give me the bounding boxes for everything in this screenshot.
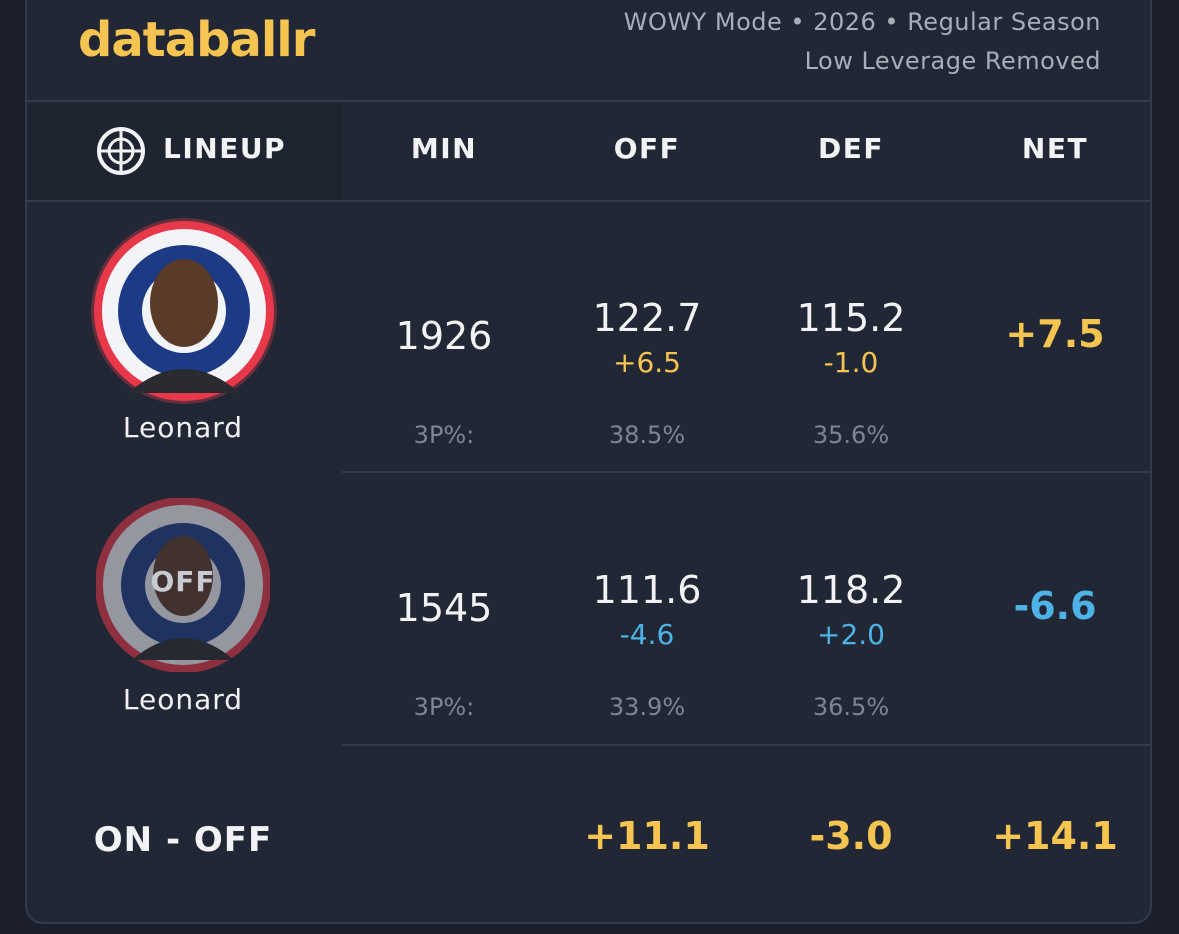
off-3p: 38.5% (608, 421, 686, 449)
divider (25, 200, 1152, 202)
def-rating: 118.2 (796, 568, 906, 612)
divider (342, 471, 1152, 473)
mode: WOWY Mode • 2026 • Regular Season (623, 8, 1101, 36)
def-rating: 115.2 (796, 296, 906, 340)
player-name: Leonard (122, 683, 244, 716)
three-label: 3P%: (413, 421, 475, 449)
def-3p: 36.5% (812, 693, 890, 721)
off-rating: 122.7 (592, 296, 702, 340)
column-header: NET (1021, 132, 1089, 165)
footer-off: +11.1 (584, 814, 710, 858)
minutes: 1926 (395, 314, 493, 358)
brand: databallr (78, 12, 315, 68)
divider (25, 100, 1152, 102)
column-header: OFF (613, 132, 681, 165)
divider (342, 744, 1152, 746)
off-badge: OFF (150, 565, 216, 598)
off-rating: 111.6 (592, 568, 702, 612)
player-avatar (96, 498, 270, 672)
three-label: 3P%: (413, 693, 475, 721)
footer-label: ON - OFF (93, 820, 273, 860)
net-rating: -6.6 (1013, 584, 1097, 628)
footer-def: -3.0 (809, 814, 893, 858)
player-avatar (91, 218, 277, 404)
off-diff: +6.5 (613, 346, 681, 379)
minutes: 1545 (395, 586, 493, 630)
def-diff: +2.0 (817, 618, 885, 651)
column-header: LINEUP (163, 132, 287, 165)
off-3p: 33.9% (608, 693, 686, 721)
footer-net: +14.1 (992, 814, 1118, 858)
player-name: Leonard (122, 411, 244, 444)
net-rating: +7.5 (1005, 312, 1105, 356)
lineup-icon (97, 127, 145, 175)
def-3p: 35.6% (812, 421, 890, 449)
off-diff: -4.6 (619, 618, 675, 651)
column-header: DEF (818, 132, 884, 165)
filter: Low Leverage Removed (804, 47, 1101, 75)
lineup-header-cell (27, 103, 342, 200)
def-diff: -1.0 (823, 346, 879, 379)
column-header: MIN (410, 132, 478, 165)
